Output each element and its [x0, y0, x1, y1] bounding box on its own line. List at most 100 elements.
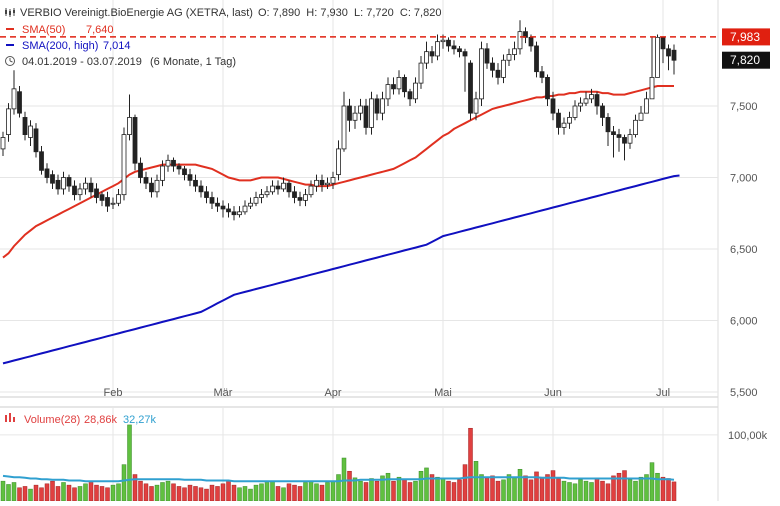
candle [446, 37, 451, 52]
candle-body [561, 122, 567, 128]
volume-bar [72, 487, 77, 502]
candle-body [506, 54, 512, 61]
candle-body [22, 117, 28, 136]
candle [127, 94, 132, 141]
candle-body [121, 134, 127, 196]
volume-label: Volume(28) [24, 414, 80, 426]
y-tick-label: 5,500 [730, 387, 758, 399]
candle-body [264, 191, 270, 196]
volume-bar [275, 486, 281, 502]
volume-bar [303, 482, 308, 502]
candle [231, 206, 237, 221]
candle-body [391, 84, 396, 90]
candle [77, 183, 83, 201]
candle-body [17, 91, 22, 114]
candle-body [275, 185, 281, 190]
candle-body [39, 151, 44, 171]
y-tick-label: 7,000 [730, 173, 758, 185]
volume-bar [154, 484, 160, 502]
candle [99, 191, 105, 207]
volume-bar [231, 484, 237, 502]
candle-body [127, 117, 132, 136]
volume-bar [600, 480, 605, 502]
volume-bar [457, 479, 462, 502]
candle-body [176, 165, 182, 170]
x-tick-label: Mär [214, 387, 233, 399]
volume-bar [649, 462, 655, 502]
volume-bar [336, 474, 341, 502]
candle [138, 157, 143, 184]
candle [490, 57, 495, 78]
volume-bar [0, 480, 6, 502]
candle [50, 170, 55, 189]
candle-body [143, 177, 149, 184]
candle [226, 203, 231, 218]
candle-body [413, 82, 418, 100]
candle-body [424, 51, 429, 64]
candle-body [308, 185, 314, 196]
candle [358, 98, 363, 121]
candle [347, 98, 352, 132]
candle [462, 48, 468, 92]
candle-body [44, 168, 50, 178]
volume-icon [5, 413, 15, 422]
volume-bar [110, 484, 116, 502]
candle [495, 63, 501, 85]
candle-body [429, 51, 435, 57]
volume-bar [215, 486, 220, 502]
volume-bar [165, 480, 171, 502]
candle-body [495, 69, 501, 78]
candle-body [215, 202, 220, 207]
candle-body [611, 131, 616, 136]
volume-bar [17, 487, 22, 502]
volume-bar [248, 488, 253, 502]
x-tick-label: Feb [104, 387, 123, 399]
candle [297, 191, 303, 207]
volume-bar [660, 476, 666, 502]
volume-bar [127, 424, 132, 502]
candle [479, 41, 484, 106]
candle-body [600, 105, 605, 118]
candle [264, 186, 270, 198]
volume-bar [66, 484, 72, 502]
y-tick-label: 7,500 [730, 101, 758, 113]
candle [83, 177, 88, 195]
sma200-legend-value: 7,014 [103, 40, 131, 52]
candle-body [297, 197, 303, 201]
candle-body [237, 211, 242, 216]
candle [352, 106, 358, 129]
volume-bar [561, 480, 567, 502]
volume-bar [523, 475, 528, 502]
volume-bar [253, 484, 259, 502]
volume-bar [385, 472, 391, 502]
candle [198, 180, 204, 198]
volume-bar [418, 470, 424, 502]
volume-bar [583, 480, 589, 502]
y-tick-label: 6,500 [730, 244, 758, 256]
candle-body [578, 102, 583, 107]
volume-bar [550, 470, 556, 502]
volume-bar [39, 487, 44, 502]
candle-body [259, 194, 264, 198]
candle-body [253, 197, 259, 204]
volume-bar [506, 474, 512, 502]
volume-bar [589, 482, 594, 502]
candle [424, 41, 429, 69]
volume-bar [402, 479, 407, 502]
candle [160, 160, 165, 187]
candle [506, 48, 512, 66]
candle-body [622, 137, 627, 144]
candle [132, 114, 138, 171]
candle-body [286, 182, 292, 193]
candle [149, 177, 154, 198]
candle-body [572, 105, 578, 118]
candle [171, 157, 176, 172]
chart-header: VERBIO Vereinigt.BioEnergie AG (XETRA, l… [5, 7, 441, 426]
candle [501, 54, 506, 84]
candle-body [666, 48, 671, 57]
candle [94, 183, 99, 204]
candle [396, 70, 402, 95]
candle [567, 111, 572, 129]
candle [187, 168, 193, 187]
candle [330, 171, 336, 189]
